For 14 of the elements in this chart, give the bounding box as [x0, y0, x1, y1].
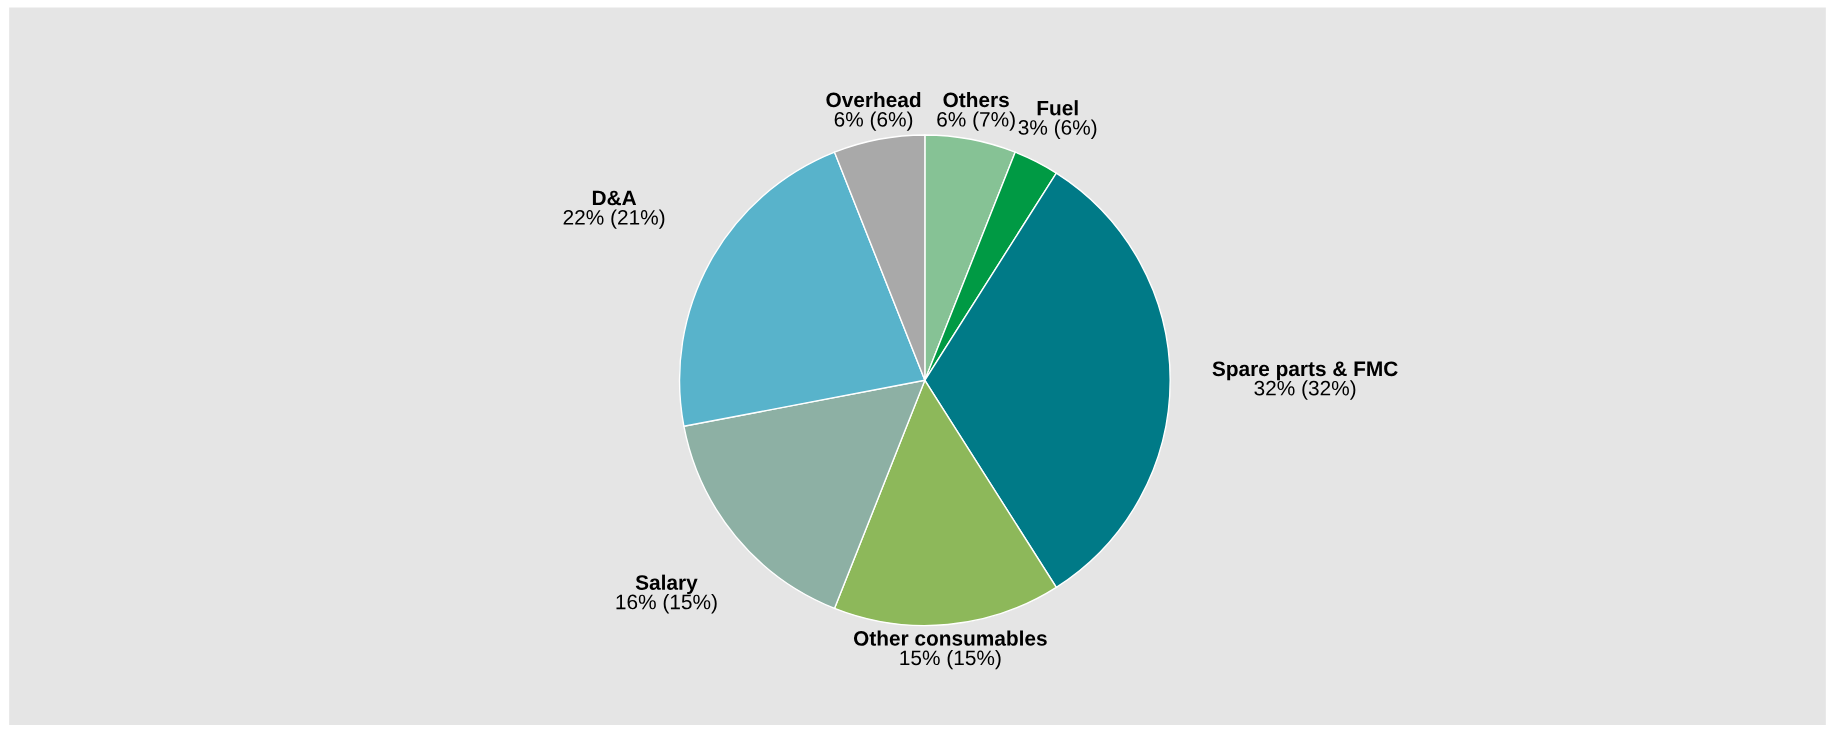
data-label: 15% (15%) [900, 649, 1001, 670]
slice-label: D&A [592, 190, 637, 206]
slice-label: Fuel [1037, 100, 1078, 116]
data-label: 22% (21%) [563, 209, 665, 229]
data-label: 32% (32%) [1254, 380, 1356, 400]
slice-label: Others [943, 91, 1009, 108]
slice-label: Other consumables [853, 630, 1047, 646]
data-label: 6% (7%) [937, 111, 1015, 131]
data-label: 6% (6%) [834, 111, 913, 131]
data-label: 16% (15%) [616, 594, 717, 614]
slice-label: Salary [635, 574, 698, 595]
slice-label: Overhead [826, 91, 921, 108]
data-label: 3% (6%) [1018, 119, 1097, 139]
slice-label: Spare parts & FMC [1212, 361, 1398, 381]
